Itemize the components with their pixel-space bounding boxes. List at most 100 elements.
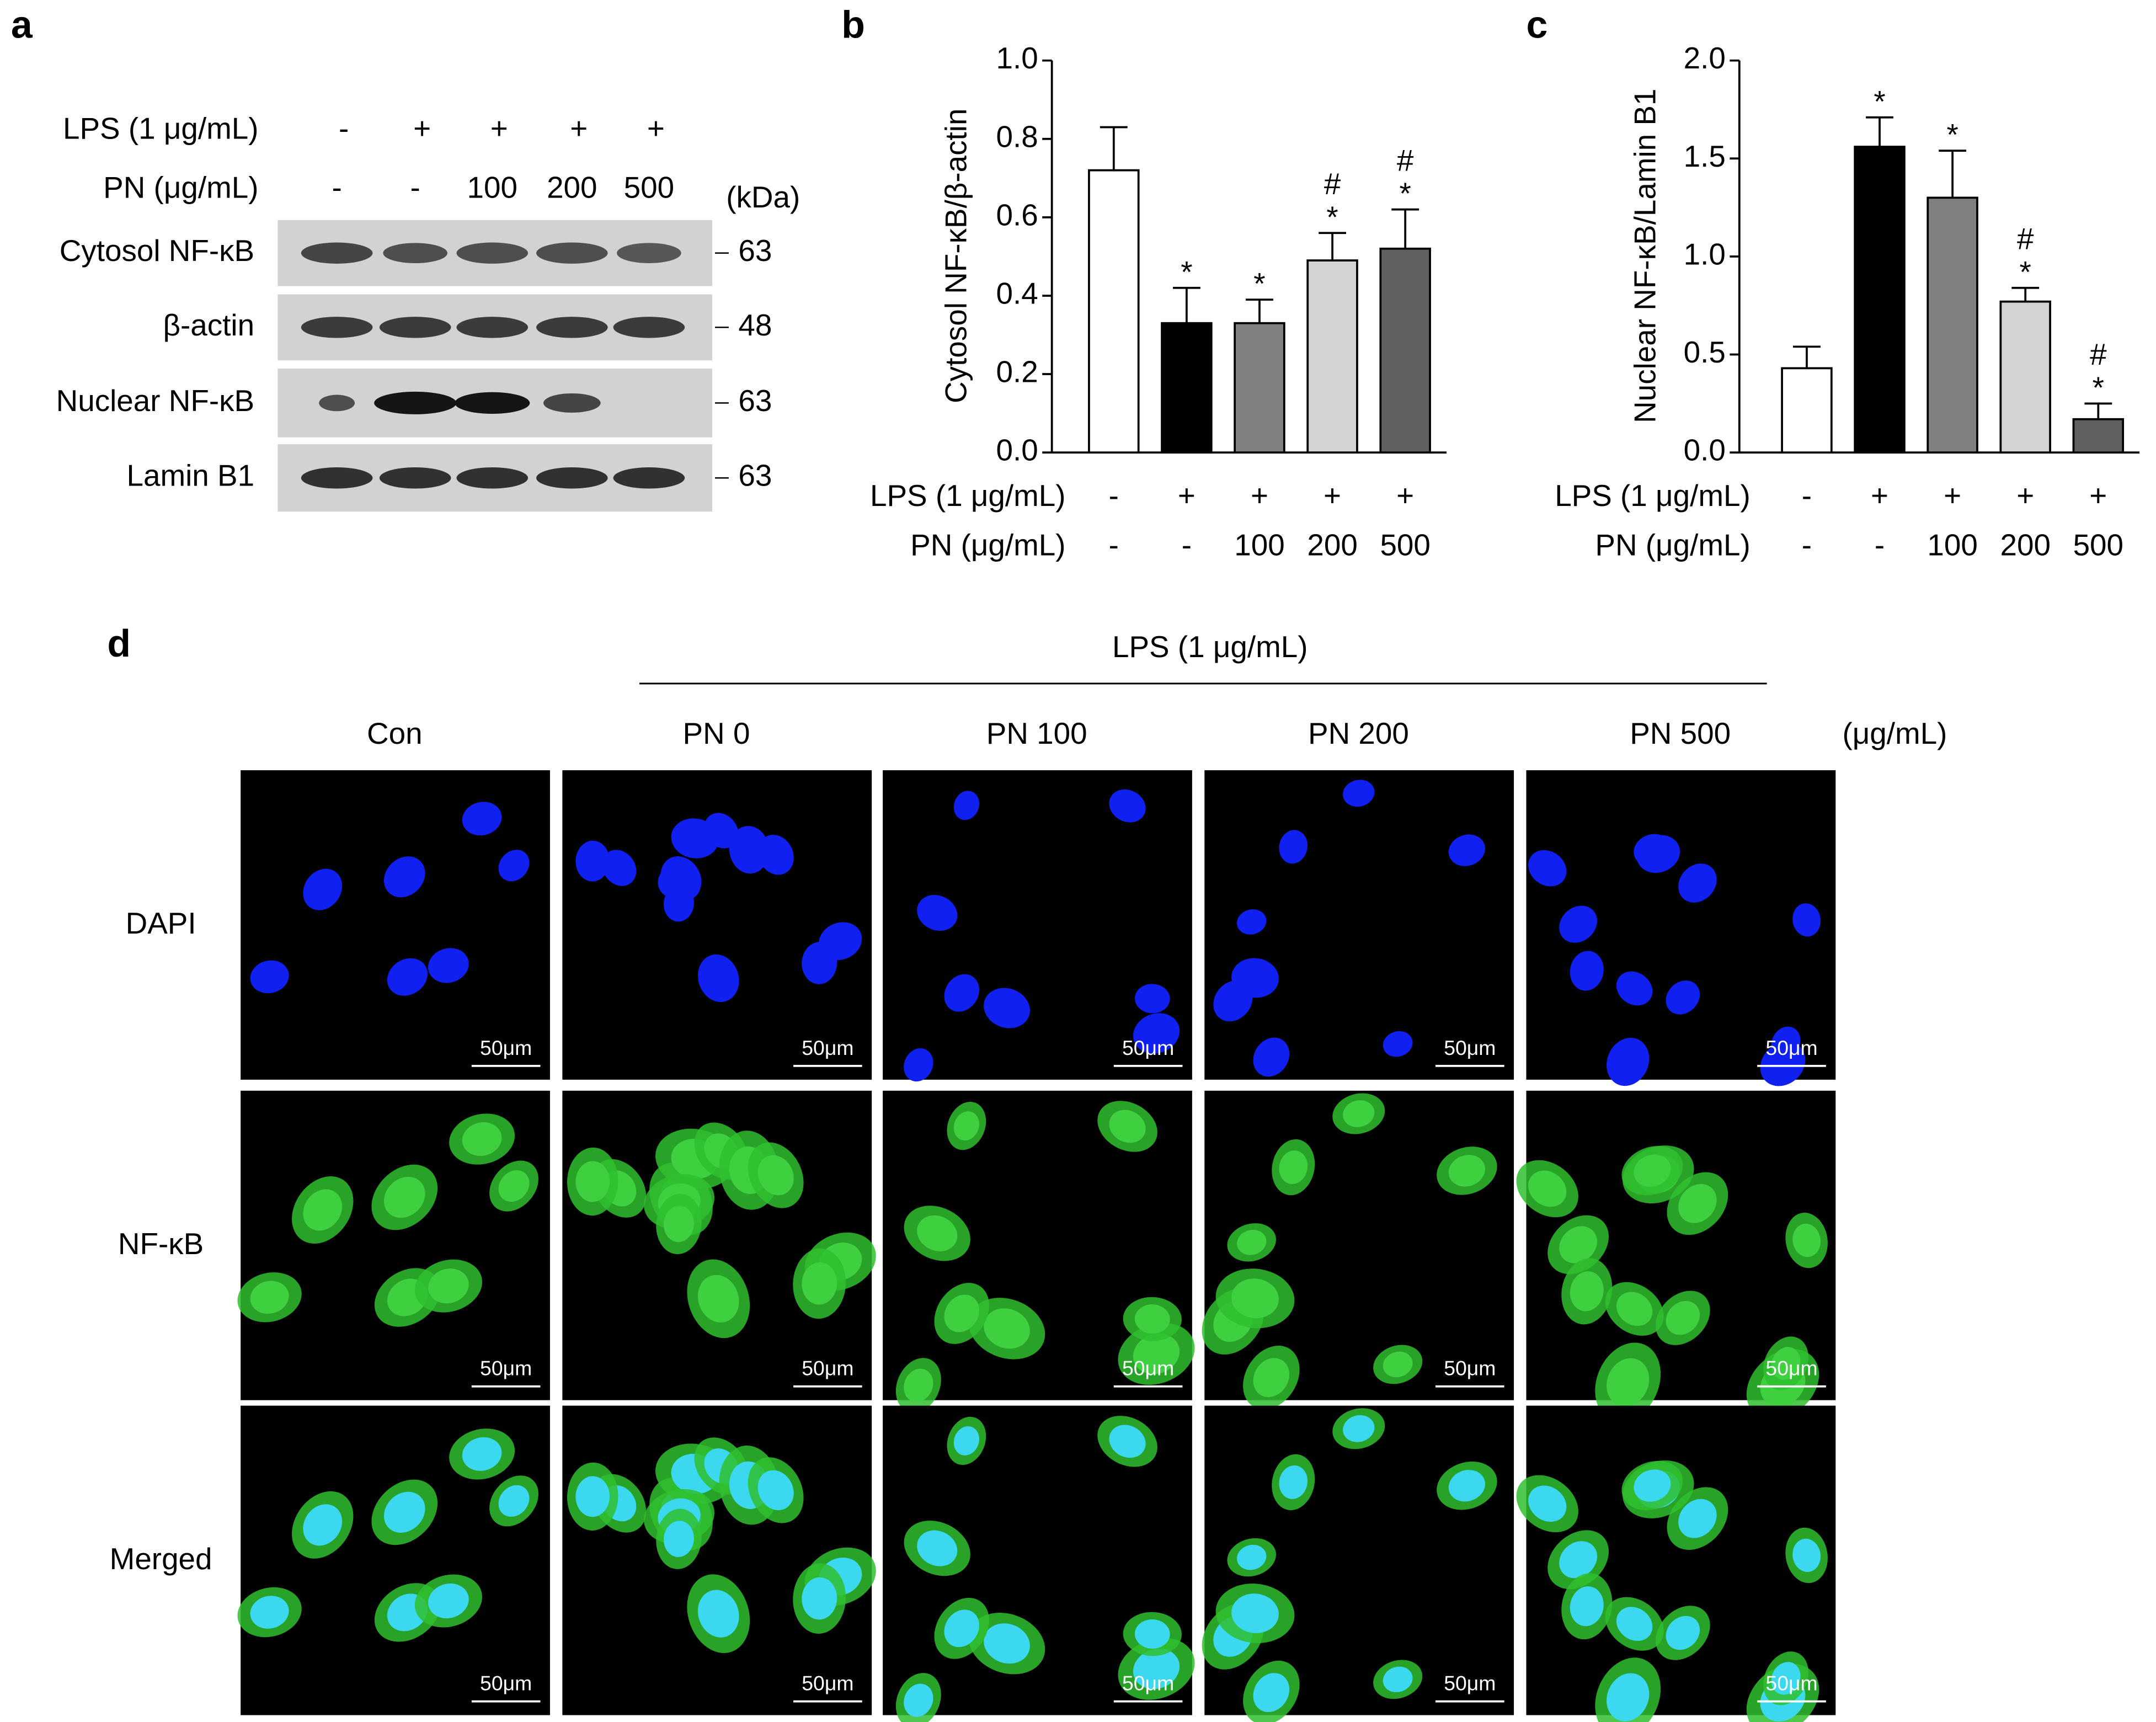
nucleus [904, 1048, 933, 1082]
blot-label: Lamin B1 [126, 459, 254, 493]
nucleus [1678, 1183, 1717, 1223]
condition-value: - [1109, 478, 1119, 513]
condition-value: 500 [2073, 528, 2123, 562]
nucleus [498, 1170, 530, 1202]
bar [1161, 322, 1213, 454]
nucleus [1634, 834, 1671, 867]
condition-value: - [332, 170, 341, 204]
unit: (μg/mL) [1842, 716, 1947, 750]
nucleus [1109, 1425, 1146, 1458]
treatment: LPS (1 μg/mL) [1112, 630, 1308, 664]
micrograph [241, 770, 550, 1080]
y-tick-label: 1.0 [996, 41, 1038, 75]
bar [1854, 146, 1906, 454]
nucleus [904, 1683, 933, 1717]
nucleus [1616, 971, 1653, 1006]
y-tick-label: 2.0 [1684, 41, 1726, 75]
nucleus [1237, 1229, 1267, 1255]
band [617, 243, 681, 263]
y-tick-label: 0.5 [1684, 335, 1726, 369]
nucleus [984, 988, 1030, 1028]
nucleus [917, 1215, 958, 1251]
scale-bar-label: 50μm [480, 1672, 532, 1695]
nucleus [1253, 1358, 1290, 1398]
kda-label: 63 [738, 383, 772, 418]
bar [2072, 418, 2125, 454]
scale-bar-label: 50μm [480, 1036, 532, 1059]
nucleus [1528, 1170, 1567, 1207]
scale-bar-label: 50μm [802, 1036, 853, 1059]
condition-label: LPS (1 μg/mL) [63, 111, 259, 145]
band [536, 467, 608, 489]
nucleus [953, 1426, 979, 1456]
scale-bar-label: 50μm [1765, 1036, 1817, 1059]
condition-label: PN (μg/mL) [103, 170, 258, 204]
nucleus [1253, 1037, 1290, 1077]
scale-bar-label: 50μm [1444, 1357, 1496, 1380]
nucleus [1133, 1334, 1180, 1374]
nucleus [664, 1206, 694, 1243]
nucleus [944, 1294, 979, 1332]
condition-value: + [570, 111, 588, 145]
band [301, 317, 373, 338]
band [613, 467, 685, 489]
nucleus [802, 1577, 837, 1620]
nucleus [697, 1590, 739, 1638]
y-tick-label: 1.0 [1684, 237, 1726, 271]
condition-value: - [1182, 528, 1192, 562]
kda-label: 48 [738, 308, 772, 342]
significance-lps: # [2017, 221, 2034, 255]
y-tick-label: 0.0 [996, 433, 1038, 467]
nucleus [1528, 850, 1567, 887]
bar [1234, 322, 1285, 454]
nucleus [1678, 1499, 1717, 1538]
y-tick-label: 1.5 [1684, 139, 1726, 173]
nucleus [1559, 1541, 1597, 1579]
band [613, 317, 685, 338]
condition-value: - [410, 170, 420, 204]
nucleus [984, 1623, 1030, 1664]
blot-label: Nuclear NF-κB [56, 383, 254, 418]
nucleus [383, 856, 425, 898]
condition-value: - [1875, 528, 1885, 562]
band [319, 394, 355, 412]
error-bar [1866, 116, 1893, 147]
nucleus [250, 1596, 289, 1629]
nucleus [984, 1308, 1030, 1349]
nucleus [1607, 1358, 1650, 1406]
condition-value: + [1324, 478, 1341, 513]
scale-bar-label: 50μm [802, 1672, 853, 1695]
nucleus [428, 948, 469, 983]
significance: * [1253, 266, 1265, 301]
y-axis-label: Nuclear NF-κB/Lamin B1 [1627, 88, 1662, 423]
panel-label: c [1527, 3, 1548, 46]
significance-lps: # [2090, 337, 2107, 371]
condition-value: + [413, 111, 431, 145]
significance-lps: # [1397, 143, 1414, 177]
nucleus [904, 1368, 933, 1402]
nucleus [1528, 1485, 1567, 1522]
nucleus [1792, 1538, 1821, 1572]
band [456, 242, 529, 264]
error-bar [2084, 402, 2112, 419]
condition-value: + [490, 111, 508, 145]
band [301, 467, 373, 489]
scale-bar-label: 50μm [1444, 1672, 1496, 1695]
significance-lps: # [1324, 167, 1341, 201]
nucleus [953, 1111, 979, 1141]
band [455, 392, 530, 414]
condition-label: PN (μg/mL) [1595, 528, 1750, 562]
nucleus [757, 834, 794, 875]
error-bar [1939, 150, 1967, 198]
condition-value: + [647, 111, 665, 145]
column-header: Con [367, 716, 423, 750]
bar [1306, 259, 1358, 454]
y-tick-label: 0.2 [996, 355, 1038, 389]
bar [1781, 367, 1833, 454]
band [456, 467, 529, 489]
nucleus [1792, 903, 1821, 937]
nucleus [1666, 1616, 1700, 1650]
nucleus [1231, 1593, 1279, 1633]
nucleus [383, 1176, 425, 1218]
